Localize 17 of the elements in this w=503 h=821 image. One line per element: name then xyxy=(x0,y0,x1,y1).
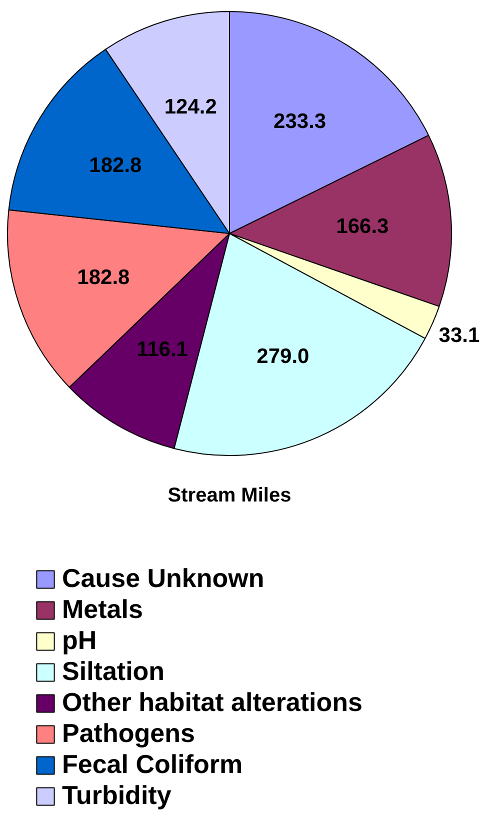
legend-label: Cause Unknown xyxy=(62,563,264,594)
legend-label: Pathogens xyxy=(62,718,195,749)
data-label: 233.3 xyxy=(274,110,326,133)
text: Stream Miles xyxy=(168,484,292,506)
data-label: 182.8 xyxy=(89,154,142,178)
legend-label: Turbidity xyxy=(62,780,172,811)
data-label: 182.8 xyxy=(77,266,130,290)
legend-label: Other habitat alterations xyxy=(62,687,362,718)
data-label: 279.0 xyxy=(256,345,310,368)
data-label: 33.1 xyxy=(438,324,480,347)
legend-label: Siltation xyxy=(62,656,165,687)
legend-label: pH xyxy=(62,625,97,656)
data-label: 166.3 xyxy=(336,214,389,238)
data-label: 124.2 xyxy=(164,96,217,119)
legend-label: Fecal Coliform xyxy=(62,749,243,780)
data-label: 116.1 xyxy=(136,338,188,361)
legend-label: Metals xyxy=(62,594,143,625)
